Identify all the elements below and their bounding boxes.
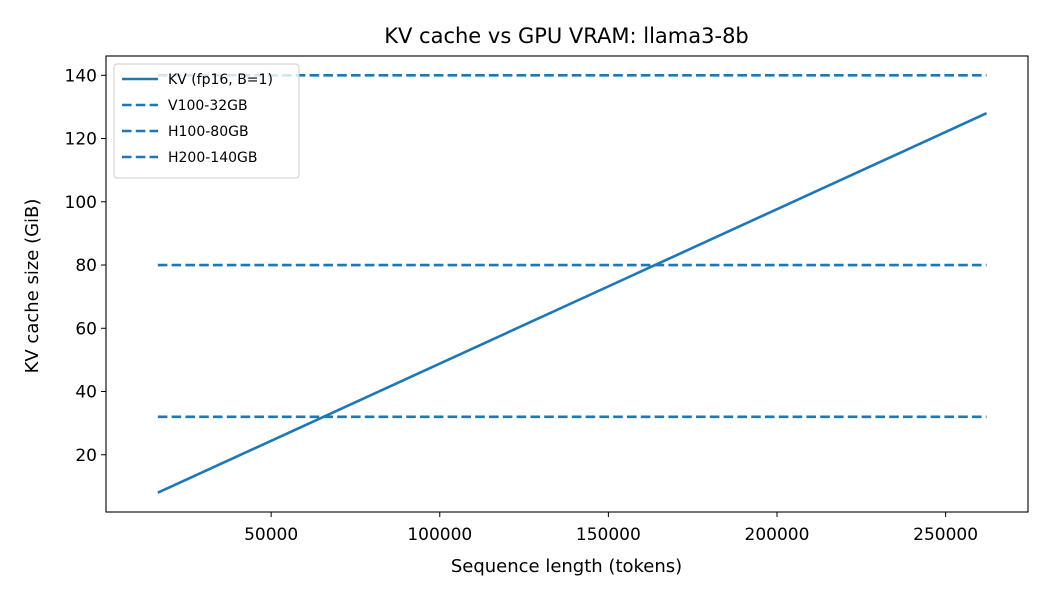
y-tick-label: 120 (65, 130, 97, 150)
series-line-kv-fp16-b-1 (157, 112, 988, 494)
y-tick-label: 60 (75, 319, 97, 339)
y-tick-label: 40 (75, 383, 97, 403)
x-axis: 50000 100000 150000 200000 250000 (244, 512, 978, 545)
y-tick-label: 100 (65, 193, 97, 213)
legend-label: H100-80GB (168, 124, 249, 140)
legend-label: V100-32GB (168, 98, 248, 114)
legend-label: KV (fp16, B=1) (168, 72, 273, 88)
plot-area (105, 55, 1029, 513)
legend: KV (fp16, B=1) V100-32GB H100-80GB H200-140… (113, 63, 300, 179)
x-tick-label: 200000 (745, 525, 810, 545)
x-tick-label: 150000 (576, 525, 641, 545)
x-tick-label: 100000 (407, 525, 472, 545)
legend-box (113, 63, 300, 179)
x-tick-label: 50000 (244, 525, 298, 545)
x-tick-label: 250000 (913, 525, 978, 545)
y-tick-label: 140 (65, 66, 97, 86)
plot-frame (105, 55, 1029, 513)
legend-label: H200-140GB (168, 150, 257, 166)
chart-title: KV cache vs GPU VRAM: llama3-8b (384, 24, 749, 48)
y-axis-label: KV cache size (GiB) (22, 199, 43, 374)
y-tick-label: 80 (75, 256, 97, 276)
y-axis: 20 40 60 80 100 120 140 (65, 66, 106, 466)
y-tick-label: 20 (75, 446, 97, 466)
x-axis-label: Sequence length (tokens) (451, 556, 682, 577)
